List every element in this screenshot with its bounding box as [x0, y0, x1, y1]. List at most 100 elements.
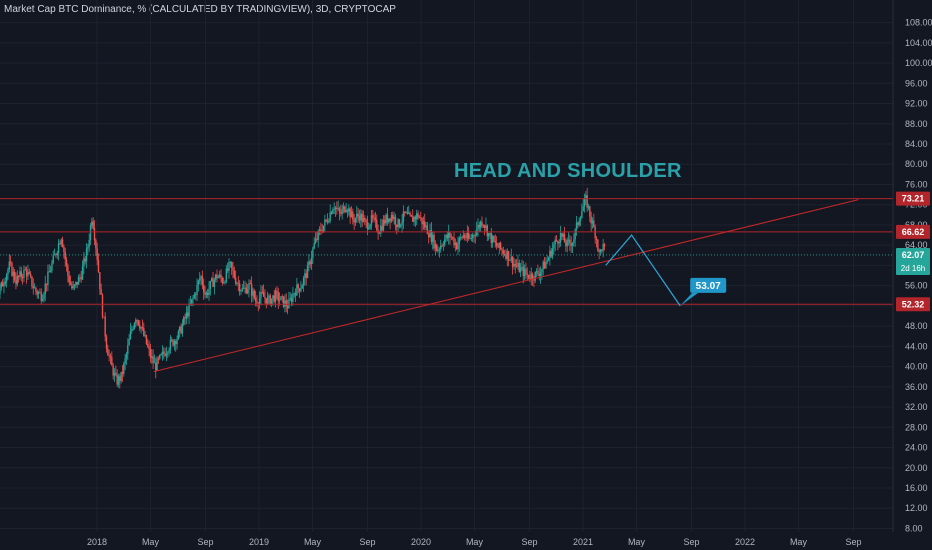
candle-body [85, 248, 88, 262]
candle-body [541, 269, 543, 273]
candle-body [400, 225, 402, 227]
candle-body [36, 291, 38, 295]
candle-body [302, 277, 305, 286]
candle-body [1, 282, 4, 287]
candle-body [591, 220, 594, 224]
target-label: 53.07 [680, 277, 727, 306]
x-tick-label: Sep [522, 537, 538, 547]
candle-body [410, 215, 413, 217]
candle-body [396, 224, 398, 228]
candle-body [230, 261, 233, 268]
candle-body [262, 292, 265, 297]
candle-body [422, 221, 425, 225]
candle-body [441, 245, 443, 247]
candle-body [436, 244, 438, 252]
candle-body [426, 225, 429, 235]
candle-body [92, 221, 94, 229]
candle-body [39, 292, 41, 294]
candle-body [48, 271, 50, 273]
candle-body [80, 277, 82, 280]
candle-body [77, 277, 80, 285]
target-pointer [680, 292, 699, 306]
candle-body [437, 250, 439, 252]
candle-body [208, 288, 210, 295]
candle-body [567, 239, 570, 241]
candle-body [587, 206, 590, 208]
candle-body [131, 329, 133, 331]
x-tick-label: Sep [684, 537, 700, 547]
candle-body [40, 292, 42, 301]
candle-body [527, 274, 530, 279]
candle-body [503, 253, 506, 255]
candle-body [9, 261, 12, 264]
candle-body [133, 323, 136, 329]
candle-body [210, 278, 213, 281]
candle-body [414, 216, 417, 220]
candle-body [205, 292, 208, 295]
candle-body [23, 269, 25, 278]
candle-body [244, 287, 246, 289]
candle-body [177, 331, 180, 339]
candle-body [137, 320, 140, 325]
candle-body [505, 254, 507, 259]
level-tag [896, 191, 930, 206]
level-tag-label: 66.62 [902, 227, 925, 237]
candle-body [542, 261, 544, 270]
candle-body [225, 268, 228, 283]
candle-body [573, 239, 575, 244]
candle-body [413, 216, 415, 222]
candle-body [51, 263, 53, 271]
candle-body [67, 265, 69, 277]
candle-body [317, 230, 319, 240]
candle-body [209, 280, 212, 289]
x-axis-panel[interactable] [0, 532, 932, 550]
candle-body [103, 316, 105, 318]
candle-body [378, 233, 381, 234]
candle-body [47, 271, 49, 285]
candle-body [543, 261, 546, 269]
candle-body [89, 225, 92, 241]
candle-body [429, 230, 431, 238]
candle-body [489, 233, 491, 234]
x-tick-label: May [304, 537, 322, 547]
candle-body [538, 273, 540, 276]
candle-body [345, 210, 347, 212]
candle-body [463, 234, 466, 238]
current-price-tag [896, 247, 930, 275]
candle-body [515, 265, 518, 267]
candle-body [172, 339, 174, 346]
candle-body [156, 358, 158, 371]
candle-body [144, 335, 146, 337]
candle-body [510, 256, 512, 261]
candle-body [33, 287, 36, 289]
candle-body [453, 237, 455, 245]
projection-path[interactable] [605, 234, 681, 307]
trendline[interactable] [153, 199, 859, 373]
candle-body [43, 294, 45, 300]
candle-body [25, 269, 28, 277]
candle-body [361, 213, 363, 222]
candle-body [561, 233, 563, 237]
candle-body [160, 354, 162, 356]
candle-body [404, 211, 406, 213]
level-tag-label: 52.32 [902, 299, 925, 309]
candle-body [213, 279, 216, 287]
candle-body [358, 216, 361, 221]
level-tag-label: 73.21 [902, 194, 925, 204]
candle-body [507, 251, 510, 261]
candle-body [582, 206, 584, 212]
price-tags: 73.21 66.62 52.32 62.07 2d 16h [896, 191, 930, 312]
candle-body [438, 249, 441, 251]
candle-body [71, 284, 73, 289]
candle-body [135, 319, 137, 324]
candle-body [253, 290, 255, 298]
y-tick-label: 48.00 [905, 321, 928, 331]
candle-body [121, 371, 124, 374]
y-axis-panel[interactable] [893, 0, 932, 550]
candle-body [35, 287, 37, 292]
candle-body [539, 272, 542, 276]
candle-body [240, 290, 242, 292]
horizontal-levels [0, 198, 893, 305]
